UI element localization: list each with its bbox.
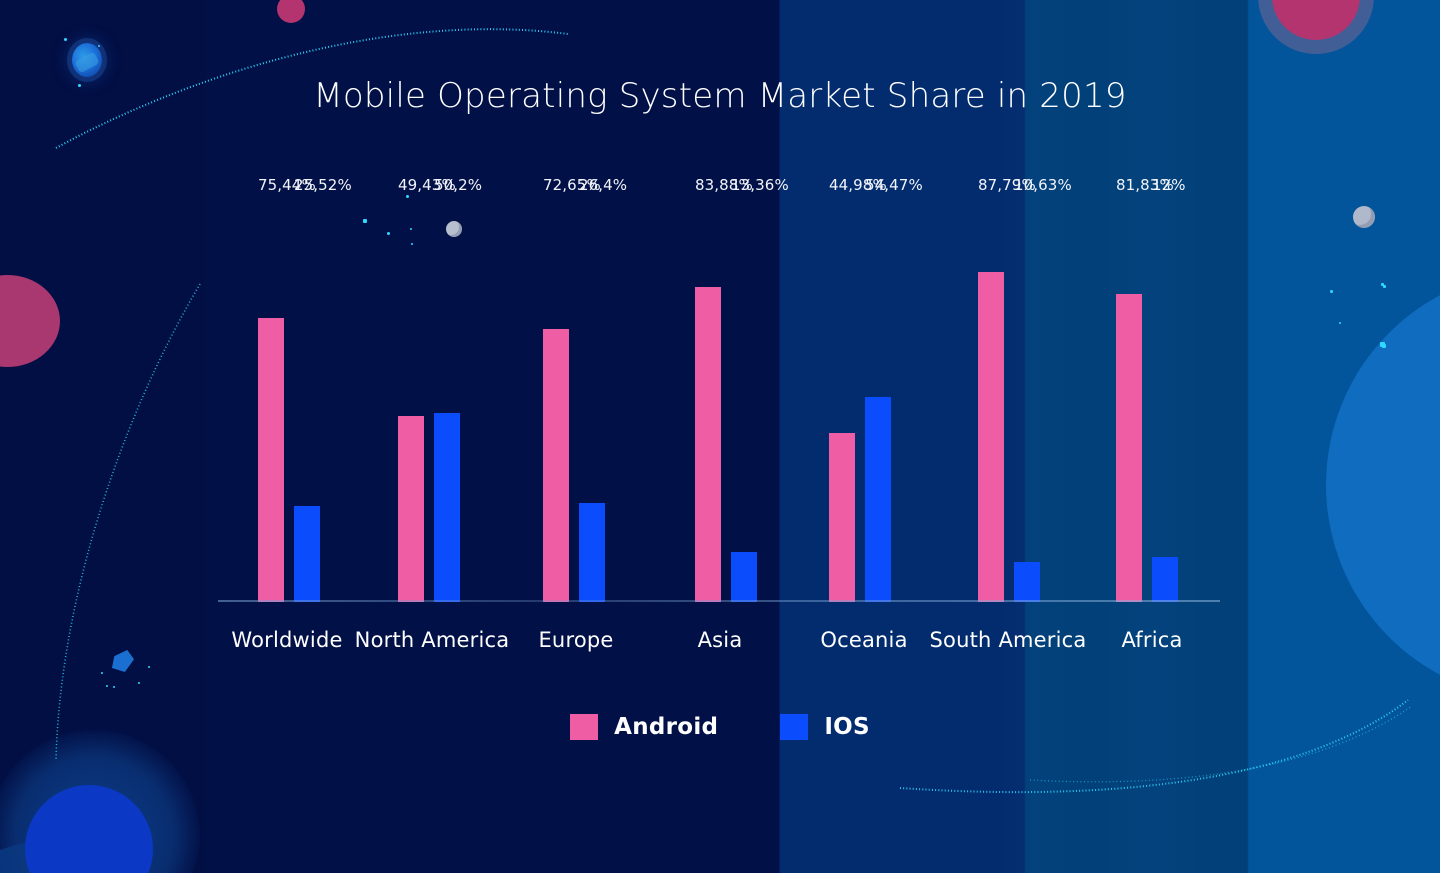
chart-title: Mobile Operating System Market Share in … — [313, 76, 1127, 116]
category-label-africa: Africa — [1121, 628, 1183, 652]
bar-value-label: 72,65% — [543, 176, 601, 194]
legend-item-android[interactable]: Android — [570, 714, 718, 740]
bar-ios-europe[interactable]: 26,4% — [579, 176, 627, 602]
bar-rect[interactable]: 72,65% — [543, 176, 601, 602]
bar-rect[interactable]: 83,88% — [695, 176, 753, 602]
bar-android-north-america[interactable]: 49,43% — [398, 176, 456, 602]
bar-rect[interactable]: 44,98% — [829, 176, 887, 602]
legend-swatch-ios — [780, 714, 809, 740]
bar-rect[interactable]: 26,4% — [579, 176, 627, 602]
bar-value-label: 25,52% — [294, 176, 352, 194]
bar-rect[interactable]: 25,52% — [294, 176, 352, 602]
legend-item-ios[interactable]: IOS — [780, 714, 870, 740]
category-label-europe: Europe — [538, 628, 614, 652]
bar-value-label: 75,44% — [258, 176, 316, 194]
category-label-south-america: South America — [929, 628, 1087, 652]
category-label-worldwide: Worldwide — [231, 628, 343, 652]
category-label-asia: Asia — [697, 628, 743, 652]
category-label-oceania: Oceania — [820, 628, 908, 652]
bar-value-label: 54,47% — [865, 176, 923, 194]
bar-android-oceania[interactable]: 44,98% — [829, 176, 887, 602]
bar-value-label: 44,98% — [829, 176, 887, 194]
bar-value-label: 87,79% — [978, 176, 1036, 194]
bar-value-label: 12% — [1152, 176, 1186, 194]
bar-value-label: 10,63% — [1014, 176, 1072, 194]
bar-rect[interactable]: 49,43% — [398, 176, 456, 602]
legend-swatch-android — [570, 714, 599, 740]
bar-value-label: 13,36% — [731, 176, 789, 194]
plot-area: 75,44% 25,52% 49,43% 50,2% 72,65% 26,4% 83,88%… — [218, 176, 1220, 602]
bar-rect[interactable]: 54,47% — [865, 176, 923, 602]
bar-android-worldwide[interactable]: 75,44% — [258, 176, 316, 602]
bar-groups: 75,44% 25,52% 49,43% 50,2% 72,65% 26,4% 83,88%… — [218, 176, 1220, 602]
bar-rect[interactable]: 81,83% — [1116, 176, 1174, 602]
legend-label-text: Android — [614, 714, 719, 740]
bar-ios-oceania[interactable]: 54,47% — [865, 176, 923, 602]
bar-value-label: 50,2% — [434, 176, 483, 194]
legend-label-text: IOS — [824, 714, 870, 740]
bar-rect[interactable]: 50,2% — [434, 176, 482, 602]
x-axis-baseline — [218, 600, 1220, 602]
chart-legend: Android IOS — [0, 714, 1440, 740]
bar-rect[interactable]: 12% — [1152, 176, 1186, 602]
bar-ios-asia[interactable]: 13,36% — [731, 176, 789, 602]
bar-rect[interactable]: 13,36% — [731, 176, 789, 602]
bar-rect[interactable]: 10,63% — [1014, 176, 1072, 602]
bar-ios-worldwide[interactable]: 25,52% — [294, 176, 352, 602]
bar-rect[interactable]: 87,79% — [978, 176, 1036, 602]
bar-ios-africa[interactable]: 12% — [1152, 176, 1186, 602]
bar-android-south-america[interactable]: 87,79% — [978, 176, 1036, 602]
bar-android-africa[interactable]: 81,83% — [1116, 176, 1174, 602]
bar-rect[interactable]: 75,44% — [258, 176, 316, 602]
bar-android-asia[interactable]: 83,88% — [695, 176, 753, 602]
bar-android-europe[interactable]: 72,65% — [543, 176, 601, 602]
bar-value-label: 81,83% — [1116, 176, 1174, 194]
bar-value-label: 49,43% — [398, 176, 456, 194]
bar-value-label: 83,88% — [695, 176, 753, 194]
bar-value-label: 26,4% — [579, 176, 628, 194]
category-label-north-america: North America — [354, 628, 510, 652]
bar-ios-north-america[interactable]: 50,2% — [434, 176, 482, 602]
bar-ios-south-america[interactable]: 10,63% — [1014, 176, 1072, 602]
x-axis-category-labels: Worldwide North America Europe Asia Oceania S… — [218, 628, 1220, 662]
